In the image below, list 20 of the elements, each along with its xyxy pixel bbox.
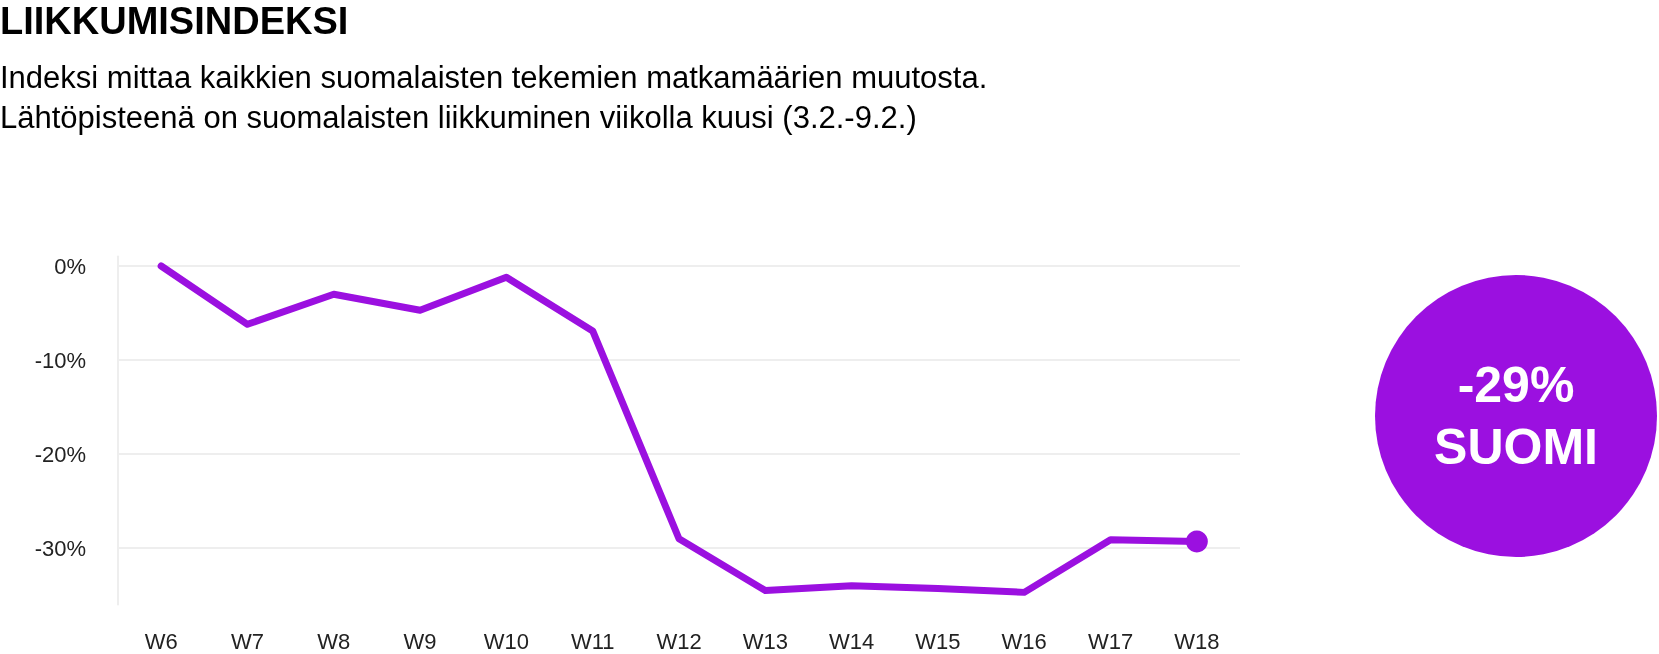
x-tick-label: W17	[1087, 629, 1134, 654]
x-tick-label: W6	[144, 629, 178, 654]
x-tick-label: W7	[230, 629, 264, 654]
x-tick-label: W18	[1174, 629, 1220, 654]
x-tick-label: W8	[317, 629, 351, 654]
y-tick-label: -20%	[34, 441, 86, 467]
y-tick-label: -30%	[34, 535, 86, 561]
x-tick-label: W12	[656, 629, 702, 654]
x-tick-label: W15	[915, 629, 961, 654]
x-tick-label: W9	[403, 629, 437, 654]
x-tick-label: W16	[1001, 629, 1047, 654]
circle-badge: -29% SUOMI	[1375, 275, 1657, 557]
chart-subtitle: Indeksi mittaa kaikkien suomalaisten tekemien matkamäärien muutosta. Lähtöpisteenä on suomalaisten liikkuminen viikolla kuusi (3.2.-9.2.)	[0, 59, 988, 137]
x-tick-label: W13	[742, 629, 788, 654]
chart-title: LIIKKUMISINDEKSI	[0, 0, 349, 43]
x-tick-label: W10	[483, 629, 530, 654]
y-tick-label: -10%	[34, 347, 86, 373]
y-tick-label: 0%	[54, 253, 86, 279]
x-tick-label: W14	[828, 629, 875, 654]
x-tick-label: W11	[570, 629, 615, 654]
